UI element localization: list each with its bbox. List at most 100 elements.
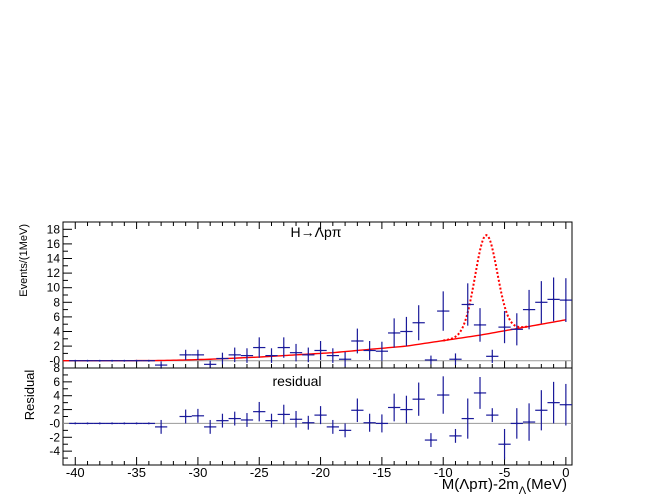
residual-y-tick-label: 2	[53, 403, 60, 417]
main-y-tick-label: -0	[49, 354, 60, 368]
data-point	[93, 359, 106, 362]
data-point	[118, 359, 131, 362]
residual-point-marker	[429, 439, 432, 442]
data-point-marker	[135, 359, 138, 362]
data-point-marker	[356, 339, 359, 342]
residual-point-marker	[540, 409, 543, 412]
data-point-marker	[344, 358, 347, 361]
data-point	[449, 353, 462, 366]
main-y-tick-label: 4	[53, 325, 60, 339]
residual-point	[424, 433, 438, 447]
data-point	[338, 351, 352, 367]
data-point	[437, 291, 450, 331]
residual-point-marker	[86, 422, 89, 425]
residual-point	[351, 398, 364, 423]
residual-point-marker	[295, 418, 298, 421]
residual-point-marker	[466, 417, 469, 420]
residual-point	[93, 422, 106, 425]
residual-point	[69, 422, 82, 425]
residual-y-tick-label: -2	[49, 430, 60, 444]
residual-point-marker	[184, 415, 187, 418]
data-point	[253, 337, 266, 358]
residual-point-marker	[147, 422, 150, 425]
data-point-marker	[466, 303, 469, 306]
data-point	[191, 349, 205, 360]
residual-y-tick-label: -0	[49, 416, 60, 430]
main-plot-frame	[62, 221, 573, 369]
data-point-marker	[160, 364, 163, 367]
data-point-marker	[429, 358, 432, 361]
data-point-marker	[147, 359, 150, 362]
residual-point	[547, 381, 560, 424]
main-y-tick-label: 6	[53, 310, 60, 324]
residual-point-marker	[344, 429, 347, 432]
residual-point-marker	[442, 394, 445, 397]
residual-point-marker	[319, 414, 322, 417]
residual-point-marker	[393, 406, 396, 409]
x-axis-label-subscript: Λ	[519, 485, 527, 497]
residual-x-tick-label: -15	[372, 465, 391, 480]
residual-point-marker	[209, 425, 212, 428]
residual-x-tick-label: 0	[562, 465, 569, 480]
residual-point	[326, 419, 339, 434]
data-point-marker	[295, 351, 298, 354]
data-point-marker	[233, 353, 236, 356]
residual-point-marker	[331, 425, 334, 428]
residual-point-marker	[221, 419, 224, 422]
residual-point-marker	[356, 409, 359, 412]
data-point	[289, 343, 303, 362]
data-point-marker	[540, 301, 543, 304]
residual-point	[412, 382, 425, 416]
residual-point-marker	[528, 421, 531, 424]
data-point-marker	[86, 359, 89, 362]
data-point	[351, 328, 364, 354]
residual-point-marker	[270, 419, 273, 422]
data-point	[510, 313, 523, 346]
data-point-marker	[417, 321, 420, 324]
data-point	[105, 359, 119, 362]
residual-y-tick-label: 6	[53, 375, 60, 389]
residual-point-marker	[491, 414, 494, 417]
residual-y-tick-label: 4	[53, 389, 60, 403]
residual-y-tick-label: 8	[53, 361, 60, 375]
residual-x-tick-label: -20	[311, 465, 330, 480]
main-y-tick-label: 12	[47, 266, 61, 280]
residual-point	[473, 377, 487, 409]
main-y-tick-label: 8	[53, 295, 60, 309]
data-point	[498, 311, 511, 344]
residual-point	[130, 422, 143, 425]
residual-point-marker	[135, 422, 138, 425]
residual-x-ticks: -40 -35 -30 -25 -20 -15 -10 -5 0	[66, 457, 569, 480]
data-point-marker	[491, 355, 494, 358]
residual-point-marker	[74, 422, 77, 425]
data-point	[265, 348, 278, 363]
data-point-marker	[380, 350, 383, 353]
data-point-marker	[184, 353, 187, 356]
data-point	[388, 318, 401, 348]
residual-point	[191, 408, 205, 423]
data-point-marker	[368, 349, 371, 352]
residual-point	[510, 408, 523, 439]
residual-point-marker	[380, 422, 383, 425]
residual-point-marker	[160, 425, 163, 428]
residual-point	[216, 413, 229, 428]
main-y-tick-label: 16	[47, 237, 61, 251]
data-point	[302, 347, 315, 363]
data-point	[130, 359, 143, 362]
data-point-marker	[245, 354, 248, 357]
background-fit-curve	[63, 319, 566, 362]
residual-point	[228, 411, 241, 426]
residual-point	[437, 376, 450, 414]
residual-data-points	[69, 376, 572, 460]
residual-point-marker	[454, 434, 457, 437]
residual-point	[179, 409, 192, 424]
residual-point	[498, 428, 511, 460]
residual-point	[265, 413, 278, 428]
residual-point-marker	[282, 413, 285, 416]
data-point	[179, 349, 192, 360]
main-y-tick-label: 2	[53, 339, 60, 353]
residual-x-tick-label: -30	[189, 465, 208, 480]
data-point	[228, 347, 241, 363]
